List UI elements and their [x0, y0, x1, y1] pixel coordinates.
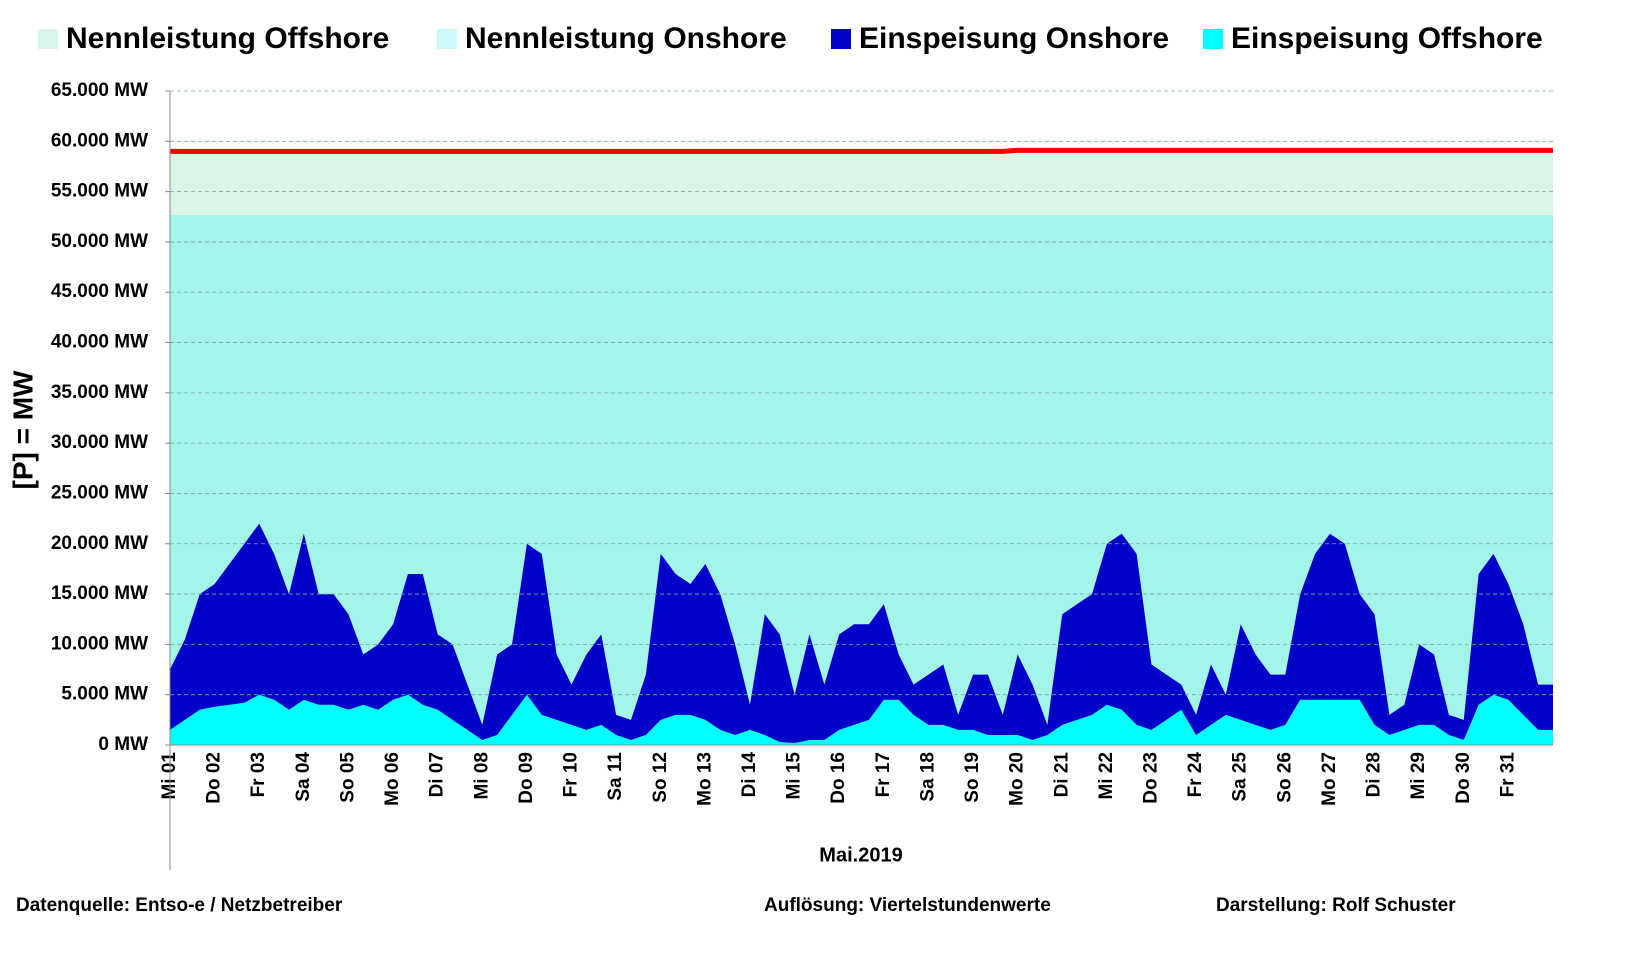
x-tick-label: Mo 20 [1007, 752, 1028, 806]
area [170, 150, 1553, 215]
x-tick-label: So 12 [650, 752, 671, 803]
x-tick-label: Mo 27 [1319, 752, 1340, 806]
x-tick-label: So 05 [337, 752, 358, 803]
legend-label: Nennleistung Offshore [66, 22, 389, 55]
y-tick-label: 20.000 MW [51, 533, 148, 554]
x-tick-label: Do 09 [516, 752, 537, 804]
x-tick-label: Mo 13 [694, 752, 715, 806]
x-tick-label: Sa 04 [293, 752, 314, 802]
y-tick-label: 5.000 MW [61, 684, 148, 705]
legend-label: Nennleistung Onshore [465, 22, 787, 55]
y-tick-label: 35.000 MW [51, 382, 148, 403]
x-tick-label: So 26 [1274, 752, 1295, 803]
area [170, 694, 1553, 745]
x-tick-label: Fr 17 [873, 752, 894, 797]
footer-text: Datenquelle: Entso-e / Netzbetreiber [16, 895, 343, 916]
x-tick-label: Mi 22 [1096, 752, 1117, 800]
x-tick-label: So 19 [962, 752, 983, 803]
legend-swatch [437, 29, 457, 49]
x-tick-label: Fr 24 [1185, 752, 1206, 798]
y-tick-label: 30.000 MW [51, 432, 148, 453]
x-tick-label: Mo 06 [382, 752, 403, 806]
legend-swatch [38, 29, 58, 49]
x-tick-label: Do 02 [204, 752, 225, 804]
y-tick-label: 50.000 MW [51, 231, 148, 252]
footer-text: Auflösung: Viertelstundenwerte [764, 895, 1051, 916]
legend-swatch [831, 29, 851, 49]
x-tick-label: Mi 15 [784, 752, 805, 800]
y-tick-label: 15.000 MW [51, 583, 148, 604]
x-tick-label: Di 14 [739, 752, 760, 798]
x-tick-label: Do 23 [1140, 752, 1161, 804]
x-tick-label: Fr 31 [1497, 752, 1518, 798]
y-tick-label: 0 MW [98, 734, 148, 755]
x-tick-label: Do 30 [1453, 752, 1474, 804]
x-tick-label: Di 07 [427, 752, 448, 797]
x-tick-label: Sa 18 [917, 752, 938, 802]
y-tick-label: 40.000 MW [51, 332, 148, 353]
y-tick-label: 55.000 MW [51, 181, 148, 202]
y-axis-label: [P] = MW [7, 370, 38, 490]
x-tick-label: Di 28 [1364, 752, 1385, 797]
x-tick-label: Mi 08 [471, 752, 492, 800]
area [170, 523, 1553, 743]
y-tick-label: 10.000 MW [51, 633, 148, 654]
x-tick-label: Mi 29 [1408, 752, 1429, 800]
x-tick-label: Do 16 [828, 752, 849, 804]
legend-swatch [1203, 29, 1223, 49]
x-tick-label: Fr 10 [561, 752, 582, 797]
x-tick-label: Fr 03 [248, 752, 269, 797]
x-tick-label: Sa 11 [605, 752, 626, 801]
y-tick-label: 60.000 MW [51, 130, 148, 151]
legend-label: Einspeisung Offshore [1231, 22, 1543, 55]
x-tick-label: Di 21 [1051, 752, 1072, 798]
footer-text: Darstellung: Rolf Schuster [1216, 895, 1456, 916]
capacity-line [170, 147, 1553, 154]
y-tick-label: 25.000 MW [51, 482, 148, 503]
y-tick-label: 45.000 MW [51, 281, 148, 302]
area [170, 214, 1553, 745]
x-tick-label: Sa 25 [1230, 752, 1251, 802]
x-axis-label: Mai.2019 [819, 844, 902, 866]
legend-label: Einspeisung Onshore [859, 22, 1169, 55]
y-tick-label: 65.000 MW [51, 80, 148, 101]
